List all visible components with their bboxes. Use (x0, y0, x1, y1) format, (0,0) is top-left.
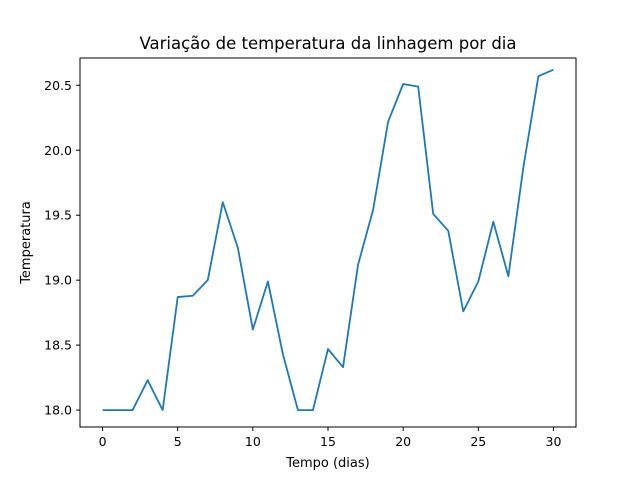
y-tick-label: 19.5 (44, 208, 72, 223)
y-tick-label: 18.5 (44, 338, 72, 353)
axes-frame (79, 57, 577, 428)
x-tick-label: 10 (245, 434, 261, 449)
x-tick-label: 20 (395, 434, 411, 449)
x-tick-label: 0 (99, 434, 107, 449)
y-tick-label: 20.0 (44, 143, 72, 158)
x-tick-label: 25 (470, 434, 486, 449)
x-axis: 0 5 10 15 20 25 30 (99, 427, 562, 449)
chart-title: Variação de temperatura da linhagem por … (139, 34, 516, 53)
x-tick-label: 5 (174, 434, 182, 449)
x-axis-label: Tempo (dias) (285, 456, 369, 471)
x-tick-label: 30 (546, 434, 562, 449)
y-tick-label: 18.0 (44, 403, 72, 418)
series-line (102, 68, 554, 412)
y-tick-label: 20.5 (44, 78, 72, 93)
plot-area (102, 68, 554, 412)
y-tick-label: 19.0 (44, 273, 72, 288)
y-axis: 18.0 18.5 19.0 19.5 20.0 20.5 (44, 78, 80, 418)
y-axis-label: Temperatura (19, 201, 34, 285)
x-tick-label: 15 (320, 434, 336, 449)
